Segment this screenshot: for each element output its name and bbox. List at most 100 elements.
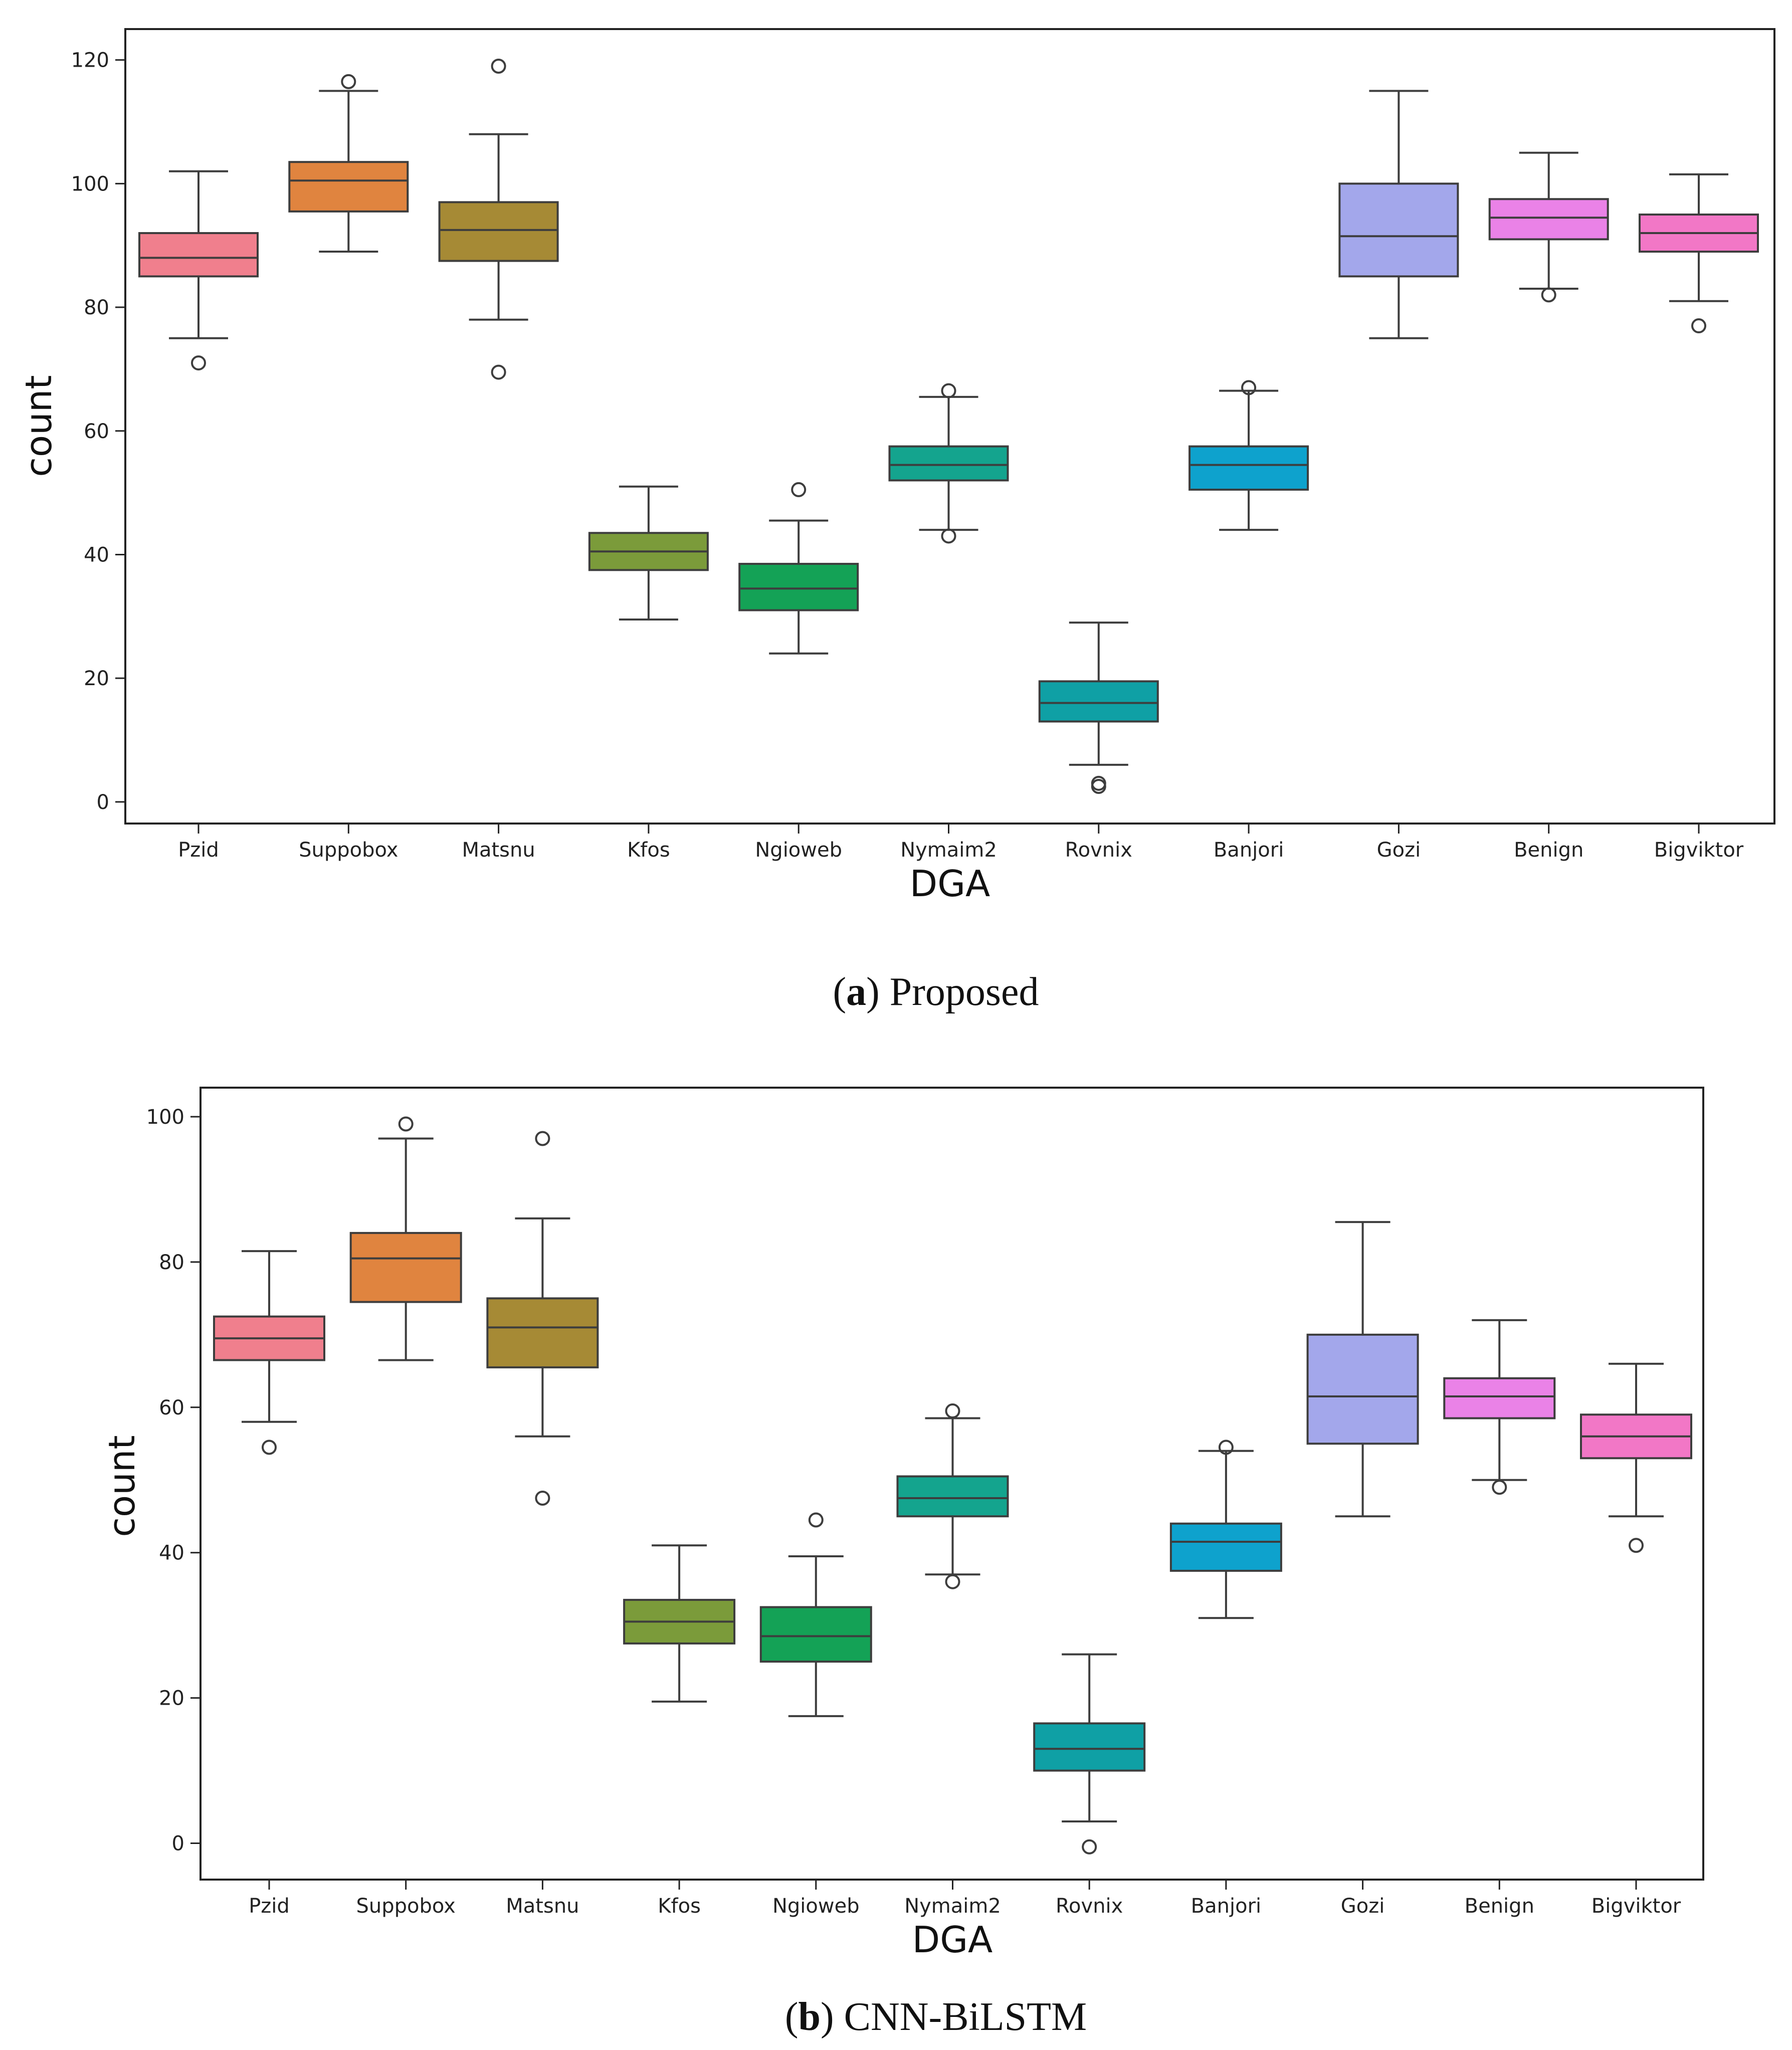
iqr-box (349, 1232, 462, 1303)
x-tick-label-benign: Benign (1514, 839, 1583, 862)
y-tick-label: 60 (84, 420, 109, 443)
y-axis-ticks: 0 20 40 60 80 100 (146, 1106, 201, 1856)
x-tick-label-pzid: Pzid (249, 1895, 290, 1918)
box-kfos (588, 485, 709, 621)
outlier-point (1492, 1480, 1507, 1495)
y-tick-label: 20 (159, 1687, 184, 1710)
iqr-box (1038, 680, 1159, 723)
iqr-box (738, 562, 859, 611)
chart-cnn-bilstm: 0 20 40 60 80 100 Pzid Suppobox Matsnu Kfos Ngiow… (101, 1087, 1704, 2039)
x-axis-title: DGA (912, 1919, 993, 1961)
box-pzid (213, 1250, 325, 1455)
x-tick-label-bigviktor: Bigviktor (1591, 1895, 1681, 1918)
x-tick-label-matsnu: Matsnu (506, 1895, 579, 1918)
x-tick-label-rovnix: Rovnix (1056, 1895, 1123, 1918)
box-gozi (1306, 1221, 1419, 1518)
iqr-box (1188, 445, 1309, 491)
x-tick-label-suppobox: Suppobox (356, 1895, 456, 1918)
iqr-box (1033, 1722, 1146, 1772)
outlier-point (535, 1131, 550, 1146)
iqr-box (888, 445, 1009, 482)
box-series (138, 59, 1759, 794)
x-tick-label-gozi: Gozi (1341, 1895, 1385, 1918)
y-tick-label: 0 (97, 791, 109, 814)
outlier-point (1082, 1839, 1097, 1855)
box-matsnu (486, 1131, 599, 1506)
x-axis-ticks: Pzid Suppobox Matsnu Kfos Ngioweb Nymaim2 Rovn… (249, 1880, 1681, 1918)
box-pzid (138, 170, 259, 371)
outlier-point (1691, 318, 1706, 334)
plot-frame (124, 28, 1775, 825)
box-ngioweb (738, 482, 859, 655)
y-tick-label: 80 (84, 296, 109, 319)
outlier-point (941, 383, 956, 398)
box-nymaim2 (896, 1403, 1009, 1589)
chart-proposed: 0 20 40 60 80 100 120 Pzid Suppobox Matsnu Kfos Ng… (18, 28, 1775, 1014)
iqr-box (759, 1606, 872, 1663)
x-tick-label-rovnix: Rovnix (1065, 839, 1132, 862)
y-tick-label: 100 (146, 1106, 184, 1129)
x-tick-label-matsnu: Matsnu (462, 839, 535, 862)
box-banjori (1169, 1440, 1282, 1619)
iqr-box (1338, 182, 1459, 278)
iqr-box (896, 1475, 1009, 1518)
outlier-point (341, 74, 356, 89)
caption-cnn-bilstm: (b) CNN-BiLSTM (785, 1995, 1087, 2039)
caption-proposed: (a) Proposed (833, 970, 1039, 1014)
y-axis-title: count (18, 375, 60, 477)
outlier-point (1218, 1440, 1234, 1455)
box-suppobox (349, 1116, 462, 1361)
outlier-point (945, 1574, 960, 1589)
iqr-box (138, 232, 259, 278)
iqr-box (288, 161, 409, 213)
x-tick-label-bigviktor: Bigviktor (1654, 839, 1744, 862)
box-rovnix (1033, 1653, 1146, 1855)
x-tick-label-kfos: Kfos (627, 839, 670, 862)
box-benign (1443, 1319, 1556, 1495)
x-tick-label-banjori: Banjori (1191, 1895, 1261, 1918)
y-tick-label: 60 (159, 1396, 184, 1419)
outlier-point (791, 482, 807, 497)
iqr-box (438, 201, 559, 262)
x-tick-label-banjori: Banjori (1214, 839, 1284, 862)
y-tick-label: 20 (84, 667, 109, 690)
outlier-point (1629, 1538, 1644, 1553)
box-bigviktor (1639, 173, 1759, 334)
x-axis-ticks: Pzid Suppobox Matsnu Kfos Ngioweb Nymaim2 Rovn… (178, 824, 1744, 862)
y-tick-label: 40 (159, 1542, 184, 1565)
box-series (213, 1116, 1692, 1855)
y-tick-label: 80 (159, 1251, 184, 1274)
outlier-point (1241, 380, 1257, 395)
iqr-box (1169, 1522, 1282, 1572)
box-benign (1488, 151, 1609, 303)
x-tick-label-pzid: Pzid (178, 839, 219, 862)
box-matsnu (438, 59, 559, 380)
x-tick-label-ngioweb: Ngioweb (755, 839, 842, 862)
outlier-point (808, 1512, 824, 1528)
y-tick-label: 0 (172, 1832, 184, 1856)
outlier-point (398, 1116, 414, 1132)
x-tick-label-nymaim2: Nymaim2 (904, 1895, 1001, 1918)
box-ngioweb (759, 1512, 872, 1717)
iqr-box (486, 1297, 599, 1369)
outlier-point (535, 1490, 550, 1506)
x-tick-label-nymaim2: Nymaim2 (900, 839, 997, 862)
x-tick-label-gozi: Gozi (1377, 839, 1421, 862)
outlier-point (941, 528, 956, 544)
y-tick-label: 100 (71, 172, 109, 195)
y-tick-label: 120 (71, 49, 109, 72)
box-bigviktor (1580, 1362, 1692, 1553)
box-gozi (1338, 90, 1459, 339)
y-axis-ticks: 0 20 40 60 80 100 120 (71, 49, 125, 814)
box-suppobox (288, 74, 409, 253)
box-banjori (1188, 380, 1309, 531)
box-nymaim2 (888, 383, 1009, 544)
x-tick-label-kfos: Kfos (658, 1895, 701, 1918)
outlier-point (1541, 287, 1556, 303)
outlier-point (1091, 775, 1106, 791)
y-tick-label: 40 (84, 543, 109, 566)
x-tick-label-ngioweb: Ngioweb (772, 1895, 860, 1918)
outlier-point (945, 1403, 960, 1419)
outlier-point (1091, 778, 1106, 794)
